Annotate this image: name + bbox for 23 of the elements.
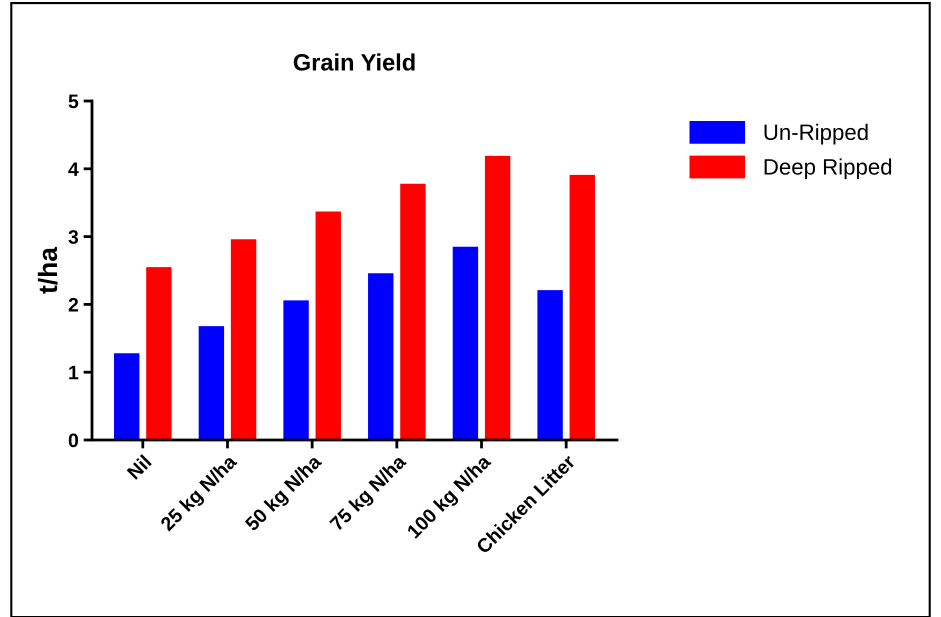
- bar: [452, 246, 478, 440]
- bar: [114, 353, 140, 440]
- legend-label: Un-Ripped: [764, 124, 868, 144]
- bar: [230, 239, 256, 440]
- legend-label: Deep Ripped: [764, 158, 892, 180]
- bar: [400, 184, 426, 440]
- chart-title: Grain Yield: [294, 53, 415, 71]
- bar: [368, 273, 394, 440]
- bar: [316, 212, 341, 440]
- y-tick-label: 0: [68, 433, 78, 448]
- bar: [283, 300, 309, 440]
- y-tick-label: 2: [68, 298, 78, 312]
- bar: [484, 156, 510, 440]
- x-tick-label: Nil: [126, 454, 152, 480]
- y-tick-label: 1: [69, 366, 78, 380]
- y-tick-label: 3: [68, 230, 78, 244]
- bar: [570, 174, 595, 440]
- y-tick-label: 5: [68, 94, 78, 108]
- bar: [198, 326, 224, 440]
- y-axis-title: t/ha: [38, 246, 58, 294]
- y-tick-label: 4: [68, 162, 79, 176]
- bar: [537, 290, 563, 440]
- bar: [146, 267, 172, 440]
